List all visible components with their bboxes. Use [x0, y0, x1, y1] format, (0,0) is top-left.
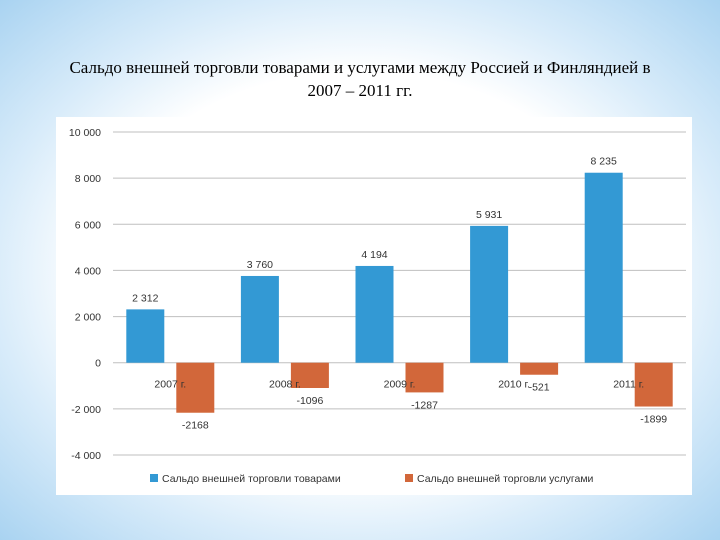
y-tick-label: 0: [95, 358, 101, 370]
y-tick-label: 2 000: [75, 312, 101, 324]
legend-swatch-goods: [150, 474, 158, 482]
data-label-goods: 2 312: [132, 292, 158, 304]
y-tick-label: 6 000: [75, 219, 101, 231]
data-label-goods: 8 235: [591, 156, 617, 168]
slide-title: Сальдо внешней торговли товарами и услуг…: [40, 56, 680, 102]
category-label: 2008 г.: [269, 379, 301, 391]
legend-swatch-services: [405, 474, 413, 482]
data-label-services: -1899: [640, 414, 667, 426]
bar-services: [634, 362, 673, 407]
bar-goods: [355, 265, 394, 363]
category-label: 2010 г.: [498, 379, 530, 391]
bar-goods: [126, 309, 165, 363]
y-tick-label: 10 000: [69, 127, 101, 139]
y-tick-label: -4 000: [71, 450, 101, 462]
category-label: 2007 г.: [154, 379, 186, 391]
title-line-1: Сальдо внешней торговли товарами и услуг…: [69, 58, 651, 77]
y-tick-label: -2 000: [71, 404, 101, 416]
bar-goods: [470, 225, 509, 363]
bar-services: [520, 362, 559, 375]
chart-area: -4 000 -2 000 0 2 000 4 000 6 000 8 000 10 000 2…: [56, 117, 692, 495]
bar-services: [176, 362, 215, 413]
bar-goods: [584, 172, 623, 363]
y-tick-label: 4 000: [75, 265, 101, 277]
legend-label-goods: Сальдо внешней торговли товарами: [162, 473, 341, 485]
data-label-goods: 5 931: [476, 209, 502, 221]
data-label-goods: 3 760: [247, 259, 273, 271]
bar-goods: [240, 275, 279, 363]
data-label-services: -521: [529, 382, 550, 394]
legend-label-services: Сальдо внешней торговли услугами: [417, 473, 594, 485]
y-tick-label: 8 000: [75, 173, 101, 185]
data-label-services: -1096: [296, 395, 323, 407]
bar-services: [405, 362, 444, 393]
bar-chart: -4 000 -2 000 0 2 000 4 000 6 000 8 000 10 000 2…: [69, 127, 686, 485]
category-label: 2009 г.: [384, 379, 416, 391]
data-label-services: -2168: [182, 420, 209, 432]
category-label: 2011 г.: [613, 379, 644, 391]
data-label-goods: 4 194: [361, 249, 387, 261]
title-line-2: 2007 – 2011 гг.: [307, 81, 413, 100]
data-label-services: -1287: [411, 399, 438, 411]
bar-services: [290, 362, 329, 389]
